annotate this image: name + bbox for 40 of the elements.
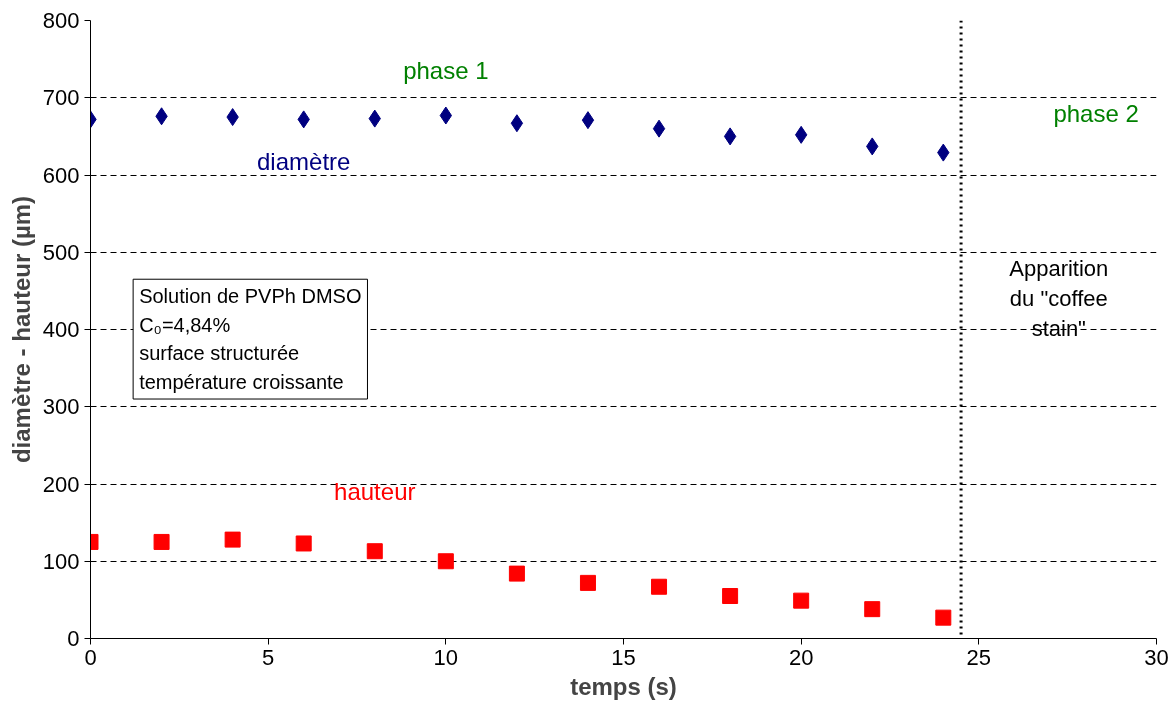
y-tick-label: 400 (42, 317, 80, 342)
point (793, 592, 810, 609)
series-label: hauteur (334, 477, 416, 505)
point (224, 531, 241, 548)
y-tick-label: 300 (42, 394, 80, 420)
point (579, 574, 596, 591)
y-tick-label: 700 (42, 85, 80, 111)
point (864, 601, 881, 618)
y-axis-title: diamètre - hauteur (µm) (7, 195, 35, 464)
point (295, 535, 312, 552)
x-tick-label: 0 (84, 644, 97, 670)
y-tick-label: 500 (42, 239, 80, 265)
y-tick-label: 600 (42, 162, 80, 188)
point (652, 119, 666, 138)
annotation: Solution de PVPh DMSO C₀=4,84% surface structurée température croissante (139, 285, 362, 394)
x-tick-label: 20 (788, 644, 814, 670)
point (510, 114, 524, 133)
y-tick-label: 100 (42, 548, 80, 574)
y-tick-label: 0 (67, 626, 80, 651)
point (153, 533, 170, 550)
point (437, 553, 454, 570)
x-axis-title: temps (s) (570, 672, 677, 700)
point (366, 543, 383, 560)
x-tick-label: 10 (433, 644, 459, 670)
annotation: phase 2 (1053, 99, 1139, 127)
y-tick-label: 800 (42, 8, 80, 33)
point (935, 609, 952, 626)
x-tick-label: 30 (1144, 644, 1169, 670)
x-tick-label: 5 (262, 644, 275, 670)
point (581, 111, 595, 130)
series-label: diamètre (257, 147, 351, 175)
point (508, 565, 525, 582)
point (651, 578, 668, 595)
ref-line-label: Apparition du "coffee stain" (1009, 256, 1109, 342)
point (722, 588, 739, 605)
x-tick-label: 25 (966, 644, 992, 670)
y-tick-label: 200 (42, 471, 80, 497)
x-tick-label: 15 (611, 644, 636, 670)
annotation: phase 1 (403, 57, 489, 85)
point (723, 127, 737, 146)
